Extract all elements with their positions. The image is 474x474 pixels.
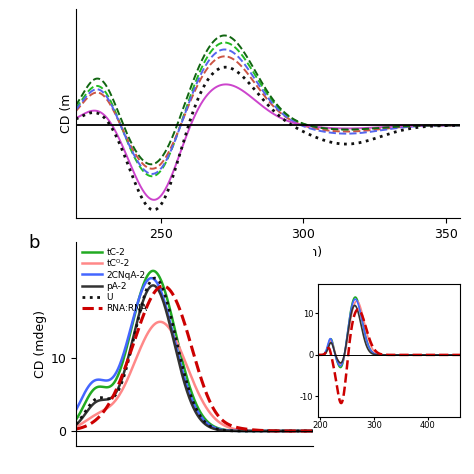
Y-axis label: CD (mdeg): CD (mdeg) (35, 310, 47, 378)
Y-axis label: CD (m: CD (m (60, 94, 73, 134)
Text: b: b (28, 234, 40, 252)
Legend: tC-2, tCᴼ-2, 2CNqA-2, pA-2, U, RNA:RNA: tC-2, tCᴼ-2, 2CNqA-2, pA-2, U, RNA:RNA (81, 246, 149, 315)
X-axis label: Wavelength (nm): Wavelength (nm) (214, 246, 322, 259)
